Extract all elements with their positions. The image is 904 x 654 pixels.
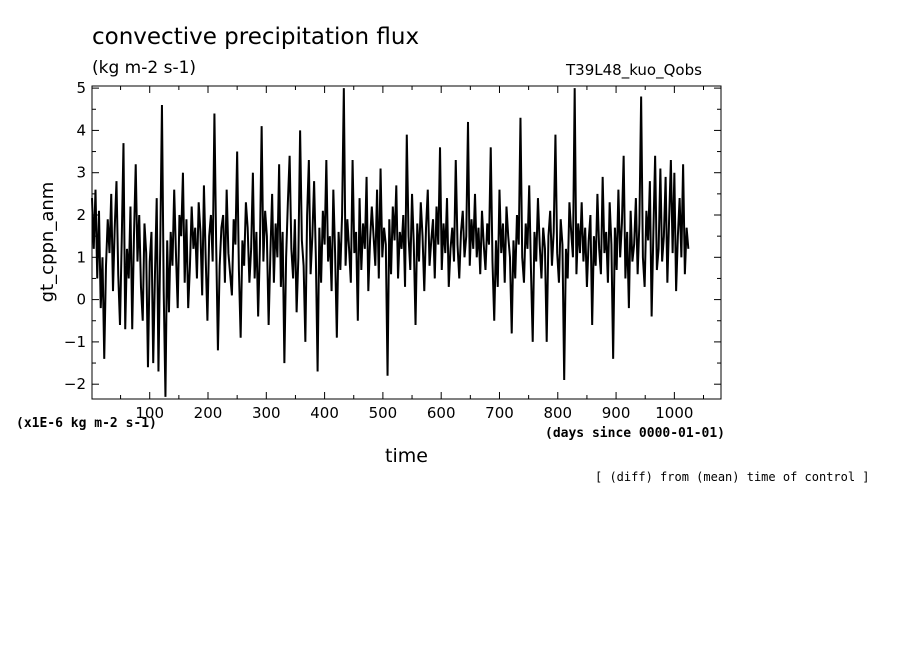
x-tick-label: 100 [135, 404, 164, 422]
x-axis-label: time [385, 445, 428, 467]
annotation-note: [ (diff) from (mean) time of control ] [595, 470, 870, 484]
run-label: T39L48_kuo_Qobs [566, 61, 702, 79]
x-tick-label: 700 [485, 404, 514, 422]
x-tick-label: 1000 [655, 404, 693, 422]
y-tick-label: −1 [64, 333, 86, 351]
x-tick-label: 900 [602, 404, 631, 422]
x-tick-label: 300 [252, 404, 281, 422]
x-tick-label: 600 [427, 404, 456, 422]
series-layer [91, 88, 690, 397]
x-tick-label: 800 [543, 404, 572, 422]
series-line-1 [91, 88, 690, 397]
y-tick-label: 1 [76, 248, 86, 266]
y-tick-label: 4 [76, 121, 86, 139]
ticks-layer: 100 200 300 400 500 600 700 800 900 1000 −2 −1 0 1 2 3 4… [64, 79, 721, 422]
y-tick-label: 0 [76, 291, 86, 309]
scale-label: (x1E-6 kg m-2 s-1) [16, 416, 157, 431]
y-tick-label: 2 [76, 206, 86, 224]
x-axis-note: (days since 0000-01-01) [545, 426, 726, 441]
x-tick-label: 200 [194, 404, 223, 422]
x-tick-label: 500 [369, 404, 398, 422]
y-tick-label: 5 [76, 79, 86, 97]
x-tick-label: 400 [310, 404, 339, 422]
y-tick-label: 3 [76, 164, 86, 182]
chart-units: (kg m-2 s-1) [92, 58, 197, 78]
plot-frame [91, 85, 722, 400]
chart-title: convective precipitation flux [92, 24, 420, 50]
y-tick-label: −2 [64, 375, 86, 393]
